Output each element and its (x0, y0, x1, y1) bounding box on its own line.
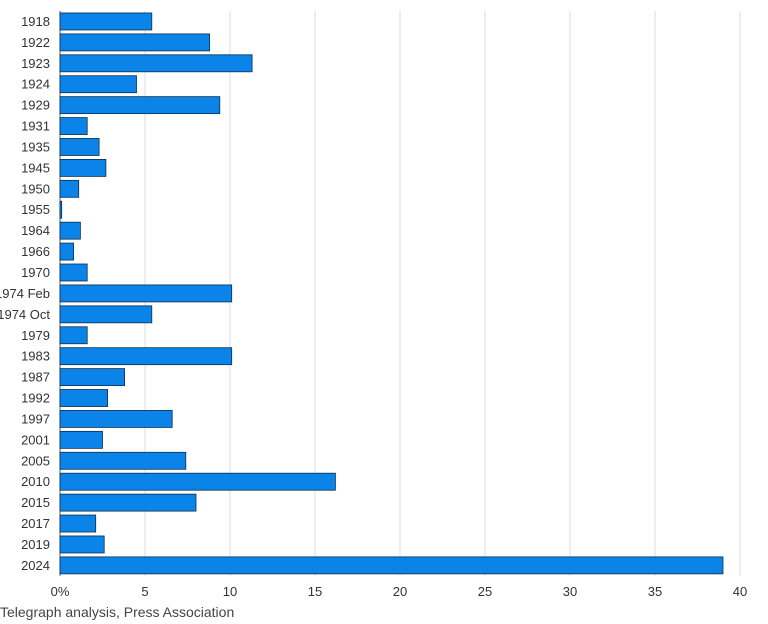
x-tick-label-3: 15 (308, 584, 322, 599)
category-label-1931: 1931 (21, 119, 50, 134)
category-label-1966: 1966 (21, 244, 50, 259)
bar-1974-oct (59, 305, 153, 324)
category-label-1955: 1955 (21, 202, 50, 217)
bars (59, 12, 724, 575)
bar-1924 (59, 75, 137, 94)
x-tick-label-8: 40 (733, 584, 747, 599)
bar-1970 (59, 263, 88, 282)
category-label-1964: 1964 (21, 223, 50, 238)
bar-1945 (59, 158, 107, 177)
bar-2017 (59, 514, 97, 533)
category-label-1992: 1992 (21, 391, 50, 406)
x-tick-label-4: 20 (393, 584, 407, 599)
x-tick-label-5: 25 (478, 584, 492, 599)
bar-2024 (59, 556, 724, 575)
category-label-1924: 1924 (21, 77, 50, 92)
bar-2010 (59, 472, 336, 491)
bar-1950 (59, 179, 80, 198)
category-label-2001: 2001 (21, 432, 50, 447)
x-tick-label-1: 5 (141, 584, 148, 599)
bar-1918 (59, 12, 153, 31)
category-label-1997: 1997 (21, 411, 50, 426)
category-label-2015: 2015 (21, 495, 50, 510)
category-label-1922: 1922 (21, 35, 50, 50)
category-label-1970: 1970 (21, 265, 50, 280)
bar-1955 (59, 200, 63, 219)
bar-1923 (59, 54, 253, 73)
category-label-2010: 2010 (21, 474, 50, 489)
category-label-1974-oct: 1974 Oct (0, 307, 50, 322)
category-label-1983: 1983 (21, 349, 50, 364)
category-label-1935: 1935 (21, 139, 50, 154)
category-label-2017: 2017 (21, 516, 50, 531)
x-tick-label-2: 10 (223, 584, 237, 599)
x-tick-label-0: 0% (51, 584, 70, 599)
bar-1931 (59, 117, 88, 135)
source-note: Telegraph analysis, Press Association (0, 604, 235, 620)
bar-1997 (59, 410, 173, 428)
category-label-2019: 2019 (21, 537, 50, 552)
bar-1935 (59, 138, 100, 156)
bar-1922 (59, 33, 211, 52)
category-label-2024: 2024 (21, 558, 50, 573)
bar-1966 (59, 242, 74, 261)
category-labels: 1918 1922 1923 1924 1929 1931 1935 1945 1950 1955… (0, 14, 50, 573)
x-tick-label-6: 30 (563, 584, 577, 599)
bar-2001 (59, 430, 103, 449)
category-label-1918: 1918 (21, 14, 50, 29)
bar-2005 (59, 451, 187, 470)
bar-1979 (59, 326, 88, 345)
category-label-1950: 1950 (21, 181, 50, 196)
x-tick-label-7: 35 (648, 584, 662, 599)
category-label-1923: 1923 (21, 56, 50, 71)
bar-2015 (59, 493, 197, 512)
bar-1974-feb (59, 284, 233, 303)
bar-2019 (59, 535, 105, 554)
bar-1929 (59, 96, 221, 115)
x-axis-tick-labels: 0% 5 10 15 20 25 30 35 40 (51, 584, 748, 599)
bar-1992 (59, 389, 108, 407)
category-label-1974-feb: 1974 Feb (0, 286, 50, 301)
category-label-2005: 2005 (21, 453, 50, 468)
category-label-1979: 1979 (21, 328, 50, 343)
bar-1983 (59, 347, 233, 366)
category-label-1987: 1987 (21, 370, 50, 385)
bar-1987 (59, 368, 125, 387)
bar-1964 (59, 221, 81, 240)
category-label-1929: 1929 (21, 98, 50, 113)
category-label-1945: 1945 (21, 160, 50, 175)
